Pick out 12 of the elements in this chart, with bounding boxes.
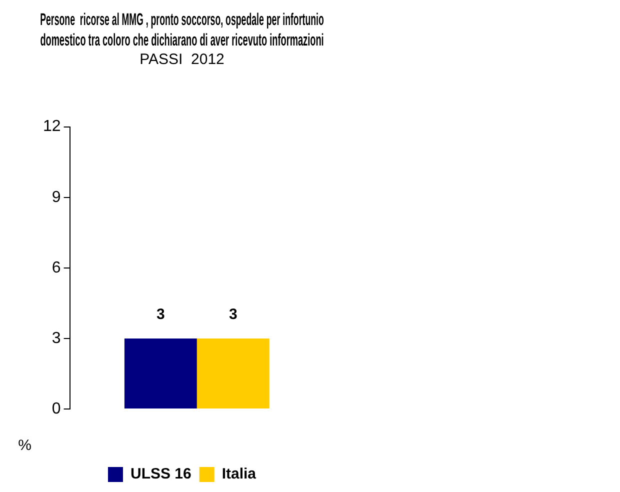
data-label: 3 [156,306,165,324]
y-tick-label: 3 [52,330,61,347]
data-label: 3 [228,306,238,324]
y-tick-label: 0 [52,400,61,418]
y-tick-label: 12 [43,118,61,136]
chart-subtitle: PASSI 2012 [140,50,224,68]
legend-label: Italia [222,466,257,483]
y-tick-label: 9 [52,188,61,206]
y-axis-title: % [18,437,32,454]
chart-title: Persone ricorse al MMG , pronto soccorso, ospedale per infortunio domestico tra coloro che dichiarano di aver ricevuto informazioni [40,10,324,50]
y-tick-label: 6 [52,259,61,276]
legend-label: ULSS 16 [130,466,192,483]
